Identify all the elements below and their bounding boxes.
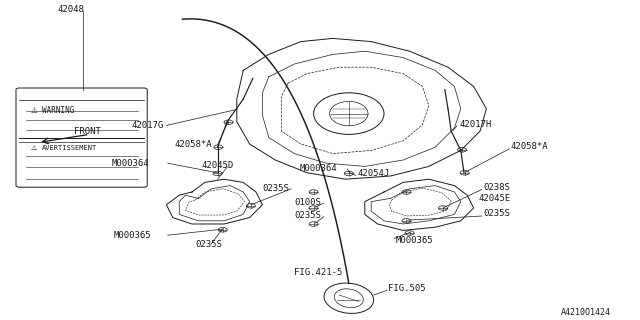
Text: 42045E: 42045E bbox=[478, 194, 510, 203]
Text: FIG.421-5: FIG.421-5 bbox=[294, 268, 343, 277]
Text: AVERTISSEMENT: AVERTISSEMENT bbox=[42, 145, 97, 151]
Text: 42058*A: 42058*A bbox=[511, 142, 548, 151]
Text: 42017G: 42017G bbox=[131, 121, 163, 130]
Text: 42054J: 42054J bbox=[357, 169, 389, 178]
Text: 0235S: 0235S bbox=[294, 212, 321, 220]
Text: 0235S: 0235S bbox=[195, 240, 222, 249]
Text: A4210O1424: A4210O1424 bbox=[561, 308, 611, 317]
Text: M000364: M000364 bbox=[300, 164, 337, 173]
Text: 42045D: 42045D bbox=[202, 161, 234, 170]
FancyBboxPatch shape bbox=[16, 88, 147, 187]
Text: 0100S: 0100S bbox=[294, 198, 321, 207]
Text: 0238S: 0238S bbox=[483, 183, 510, 192]
Text: ⚠: ⚠ bbox=[31, 145, 37, 151]
Text: M000365: M000365 bbox=[114, 231, 152, 240]
Text: 0235S: 0235S bbox=[483, 209, 510, 218]
Text: ⚠: ⚠ bbox=[31, 106, 38, 115]
Text: FRONT: FRONT bbox=[74, 127, 100, 136]
Text: FIG.505: FIG.505 bbox=[388, 284, 426, 293]
Text: 0235S: 0235S bbox=[262, 184, 289, 193]
Text: 42058*A: 42058*A bbox=[174, 140, 212, 149]
Text: WARNING: WARNING bbox=[42, 106, 75, 115]
Text: M000364: M000364 bbox=[112, 159, 150, 168]
Text: 42048: 42048 bbox=[58, 5, 84, 14]
Text: M000365: M000365 bbox=[396, 236, 433, 245]
Text: 42017H: 42017H bbox=[460, 120, 492, 129]
